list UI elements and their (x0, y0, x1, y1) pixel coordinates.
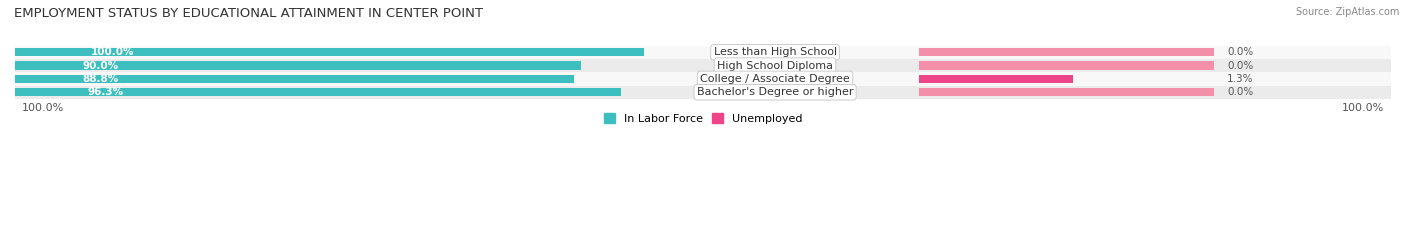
Text: 88.8%: 88.8% (82, 74, 118, 84)
Bar (920, 75, 1073, 83)
Text: EMPLOYMENT STATUS BY EDUCATIONAL ATTAINMENT IN CENTER POINT: EMPLOYMENT STATUS BY EDUCATIONAL ATTAINM… (14, 7, 484, 20)
Bar (920, 88, 1215, 96)
Text: 100.0%: 100.0% (1343, 103, 1385, 113)
Bar (15, 75, 574, 83)
Text: 100.0%: 100.0% (90, 47, 134, 57)
Text: 1.3%: 1.3% (1227, 74, 1254, 84)
Text: 90.0%: 90.0% (83, 61, 120, 71)
Bar (15, 86, 1391, 99)
Bar (920, 62, 1215, 70)
Bar (15, 48, 644, 56)
Text: Source: ZipAtlas.com: Source: ZipAtlas.com (1295, 7, 1399, 17)
Bar (15, 62, 581, 70)
Text: 0.0%: 0.0% (1227, 47, 1253, 57)
Bar (15, 88, 621, 96)
Legend: In Labor Force, Unemployed: In Labor Force, Unemployed (599, 109, 807, 128)
Text: Bachelor's Degree or higher: Bachelor's Degree or higher (697, 87, 853, 97)
Text: 100.0%: 100.0% (21, 103, 63, 113)
Bar (15, 59, 1391, 72)
Bar (15, 72, 1391, 86)
Bar (920, 48, 1215, 56)
Text: 0.0%: 0.0% (1227, 87, 1253, 97)
Text: High School Diploma: High School Diploma (717, 61, 834, 71)
Text: College / Associate Degree: College / Associate Degree (700, 74, 851, 84)
Text: Less than High School: Less than High School (713, 47, 837, 57)
Bar (15, 46, 1391, 59)
Text: 0.0%: 0.0% (1227, 61, 1253, 71)
Text: 96.3%: 96.3% (87, 87, 124, 97)
